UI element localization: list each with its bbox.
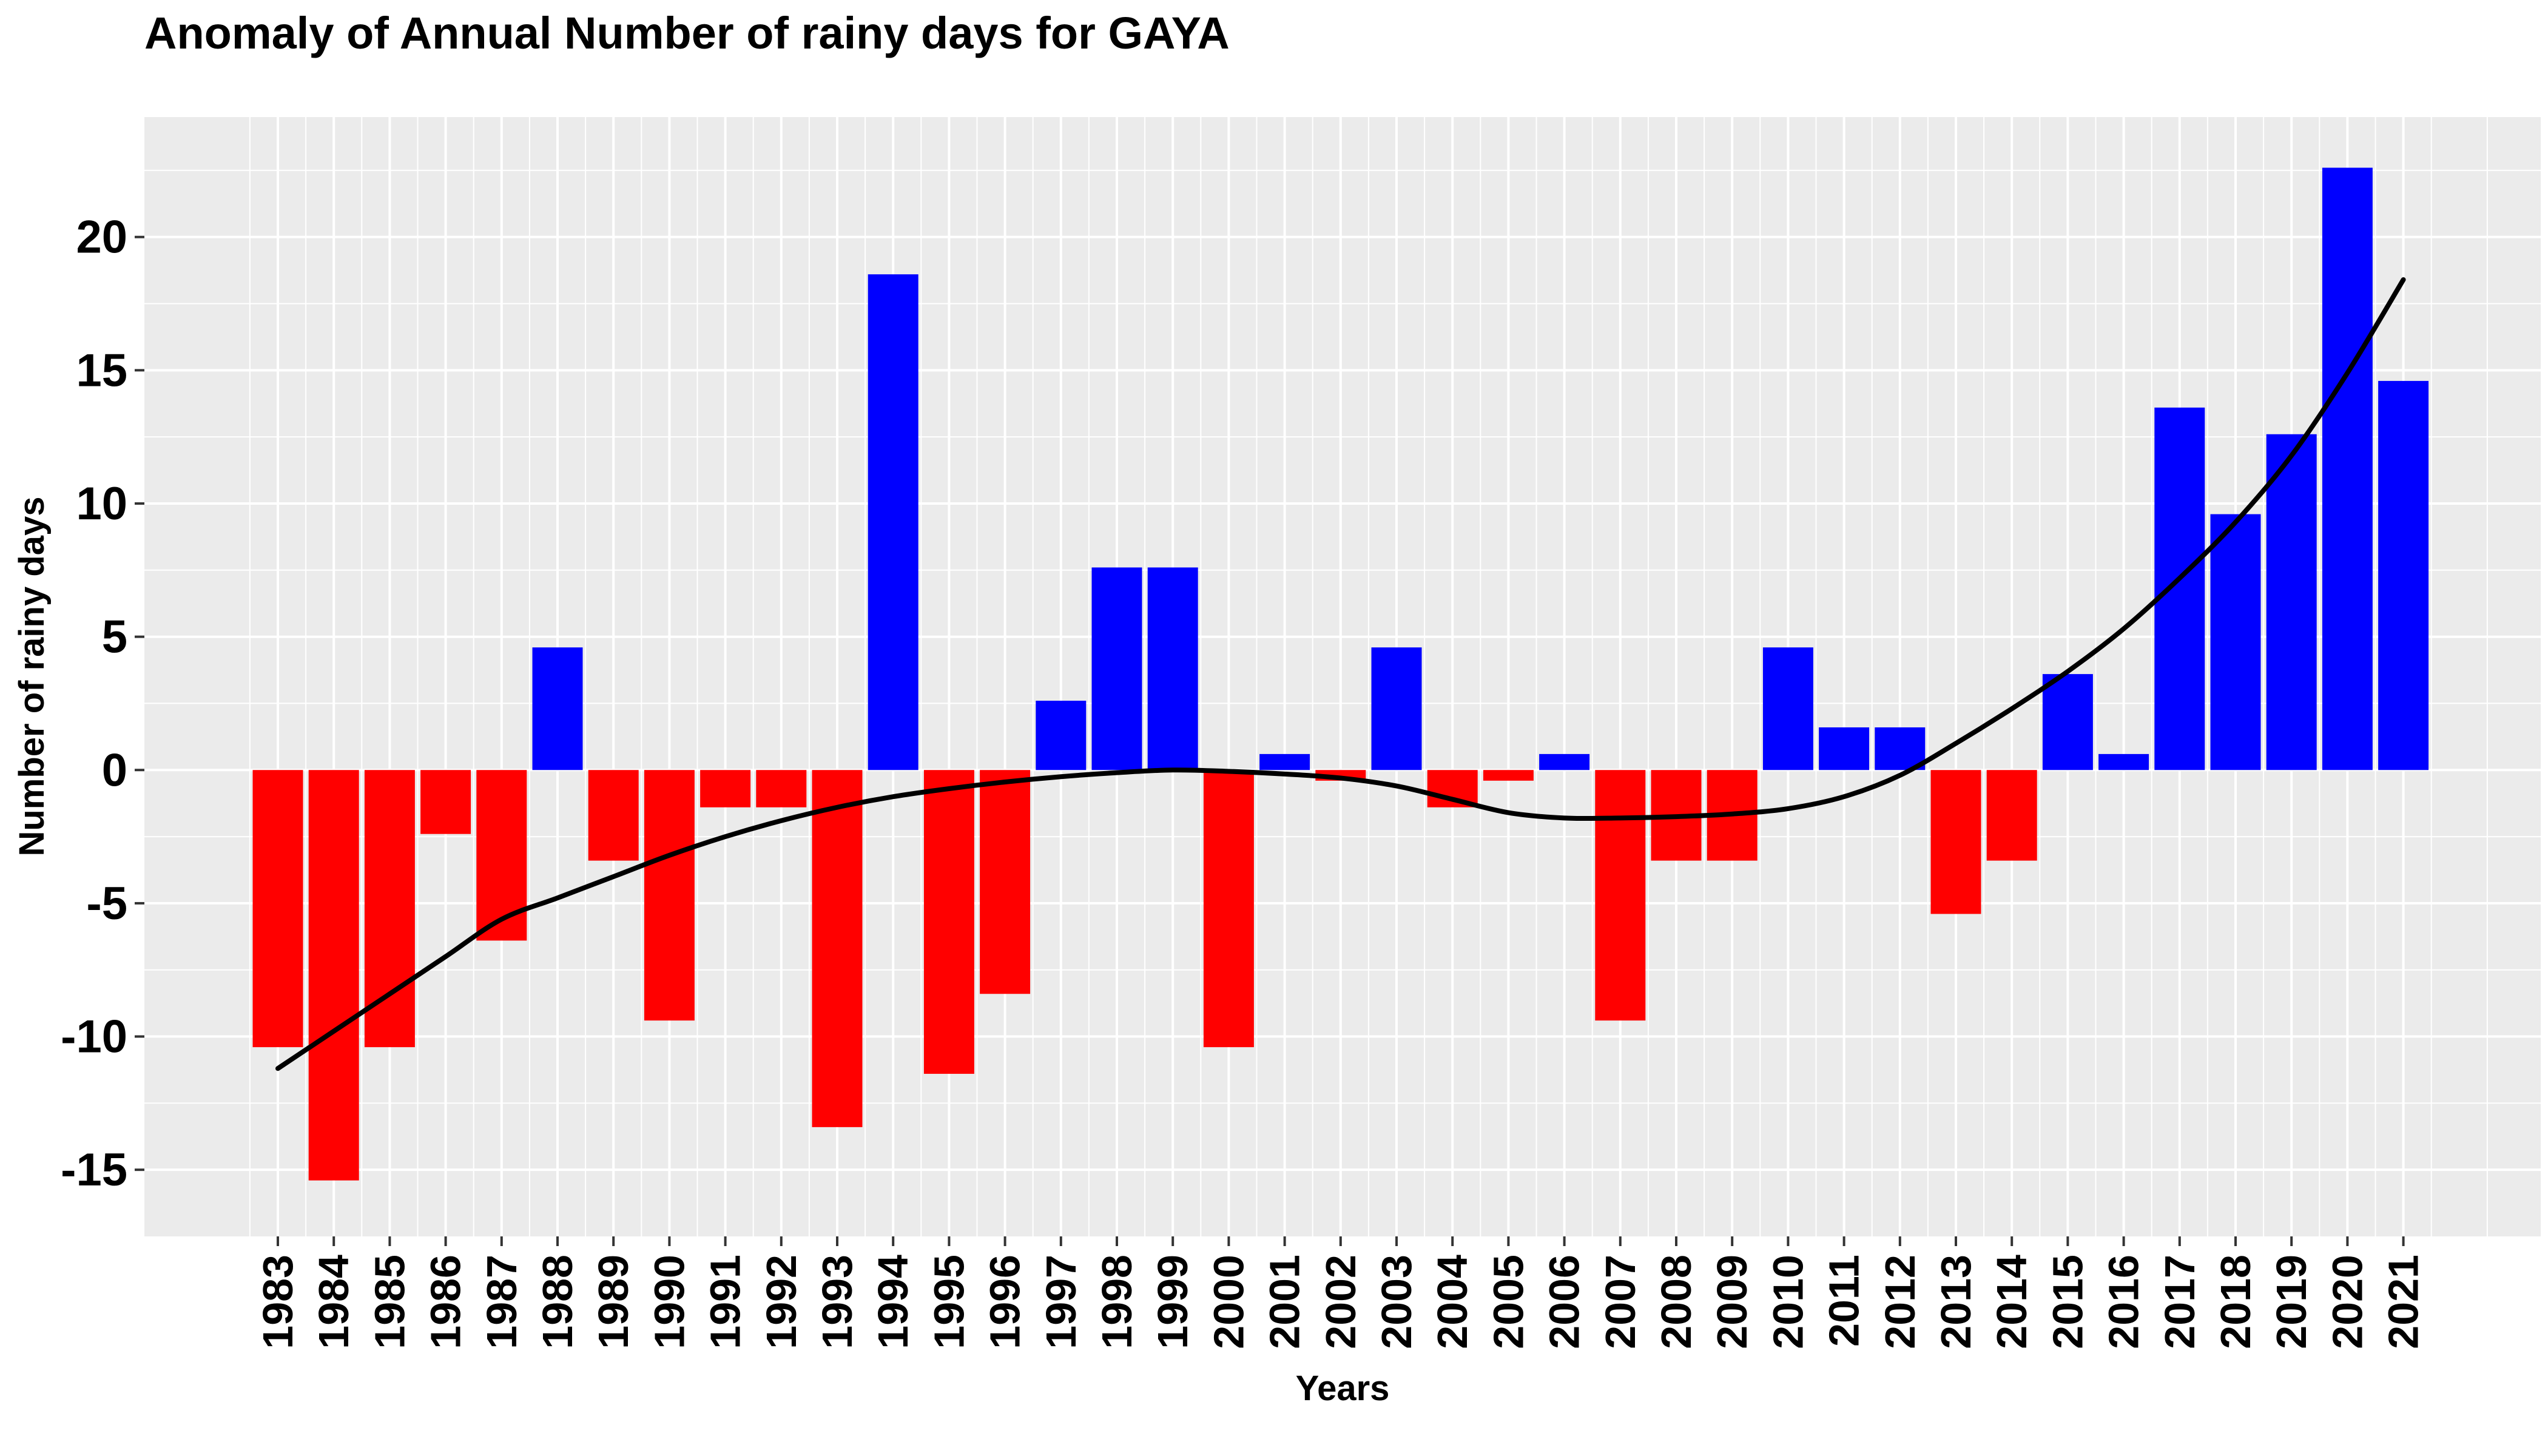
x-tick-label: 2013 — [1932, 1255, 1980, 1349]
x-tick-label: 2018 — [2212, 1255, 2259, 1349]
bar-2013 — [1930, 770, 1981, 914]
bar-2011 — [1819, 727, 1870, 770]
x-tick-label: 1996 — [982, 1255, 1029, 1349]
x-tick-label: 2021 — [2380, 1255, 2427, 1349]
bar-1999 — [1147, 567, 1198, 770]
bar-2017 — [2154, 407, 2205, 770]
x-axis: 1983 1984 1985 1986 1987 1988 1989 1990 1991 1992… — [254, 1236, 2427, 1349]
y-tick-label: -5 — [86, 878, 127, 929]
bar-2012 — [1875, 727, 1926, 770]
bar-1995 — [923, 770, 974, 1074]
x-tick-label: 1987 — [478, 1255, 525, 1349]
trend-line — [275, 277, 2406, 1071]
x-tick-label: 1992 — [758, 1255, 805, 1349]
x-tick-label: 1986 — [422, 1255, 470, 1349]
y-tick-label: 15 — [76, 345, 127, 396]
x-tick-label: 2001 — [1261, 1255, 1309, 1349]
y-tick-label: -10 — [61, 1011, 127, 1063]
x-tick-label: 1997 — [1037, 1255, 1085, 1349]
x-tick-label: 1999 — [1149, 1255, 1196, 1349]
x-tick-label: 2010 — [1764, 1255, 1812, 1349]
y-tick-label: 5 — [102, 612, 127, 663]
y-axis: -15 -10 -5 0 5 10 15 20 — [61, 212, 144, 1196]
x-tick-label: 2012 — [1876, 1255, 1924, 1349]
x-tick-label: 2008 — [1653, 1255, 1700, 1349]
x-tick-label: 1995 — [925, 1255, 972, 1349]
x-tick-label: 1991 — [702, 1255, 749, 1349]
bar-2014 — [1986, 770, 2037, 861]
bar-2003 — [1371, 647, 1422, 770]
bar-1998 — [1091, 567, 1142, 770]
bar-1994 — [868, 274, 918, 770]
x-tick-label: 2000 — [1205, 1255, 1252, 1349]
x-tick-label: 2014 — [1988, 1255, 2035, 1349]
x-axis-title: Years — [1296, 1369, 1390, 1408]
bar-2000 — [1203, 770, 1254, 1048]
bar-1989 — [588, 770, 639, 861]
bar-2010 — [1762, 647, 1813, 770]
x-tick-label: 2016 — [2100, 1255, 2148, 1349]
bar-1997 — [1036, 701, 1087, 770]
bar-2020 — [2322, 167, 2373, 770]
y-axis-title: Number of rainy days — [12, 496, 52, 856]
x-tick-label: 2004 — [1429, 1255, 1476, 1349]
bar-1983 — [252, 770, 303, 1048]
x-tick-label: 1989 — [590, 1255, 637, 1349]
x-tick-label: 2006 — [1541, 1255, 1588, 1349]
x-tick-label: 2020 — [2324, 1255, 2371, 1349]
x-tick-label: 2015 — [2044, 1255, 2091, 1349]
bar-1987 — [476, 770, 527, 941]
x-tick-label: 2007 — [1597, 1255, 1644, 1349]
x-tick-label: 1994 — [869, 1255, 917, 1349]
bar-1993 — [812, 770, 863, 1127]
x-tick-label: 1983 — [254, 1255, 302, 1349]
y-tick-label: -15 — [61, 1144, 127, 1196]
y-tick-label: 20 — [76, 212, 127, 263]
x-tick-label: 2017 — [2156, 1255, 2203, 1349]
x-tick-label: 2005 — [1485, 1255, 1532, 1349]
bar-2019 — [2266, 434, 2317, 770]
x-tick-label: 2003 — [1373, 1255, 1420, 1349]
x-tick-label: 2011 — [1821, 1255, 1868, 1347]
bar-1988 — [532, 647, 583, 770]
x-tick-label: 1990 — [645, 1255, 693, 1349]
x-tick-label: 1988 — [534, 1255, 581, 1349]
bar-1991 — [700, 770, 751, 807]
bar-2016 — [2098, 753, 2149, 770]
bar-1992 — [756, 770, 807, 807]
minor-gridlines — [144, 117, 2541, 1236]
x-tick-label: 2009 — [1708, 1255, 1756, 1349]
bar-1996 — [980, 770, 1031, 994]
x-tick-label: 2002 — [1317, 1255, 1364, 1349]
bar-2021 — [2378, 380, 2429, 770]
x-tick-label: 2019 — [2268, 1255, 2315, 1349]
bar-2005 — [1483, 770, 1534, 781]
x-tick-label: 1998 — [1093, 1255, 1141, 1349]
x-tick-label: 1984 — [310, 1255, 357, 1349]
bar-2007 — [1595, 770, 1646, 1021]
bar-2015 — [2042, 674, 2093, 770]
bar-2006 — [1539, 753, 1590, 770]
bar-1984 — [308, 770, 359, 1181]
bar-1986 — [420, 770, 471, 834]
bar-2018 — [2210, 514, 2261, 770]
x-tick-label: 1993 — [814, 1255, 861, 1349]
y-tick-label: 10 — [76, 478, 127, 530]
bar-2001 — [1259, 753, 1310, 770]
bar-1985 — [364, 770, 415, 1048]
x-tick-label: 1985 — [366, 1255, 413, 1349]
chart-title: Anomaly of Annual Number of rainy days f… — [144, 8, 1230, 58]
bar-1990 — [644, 770, 695, 1021]
y-tick-label: 0 — [102, 744, 127, 796]
